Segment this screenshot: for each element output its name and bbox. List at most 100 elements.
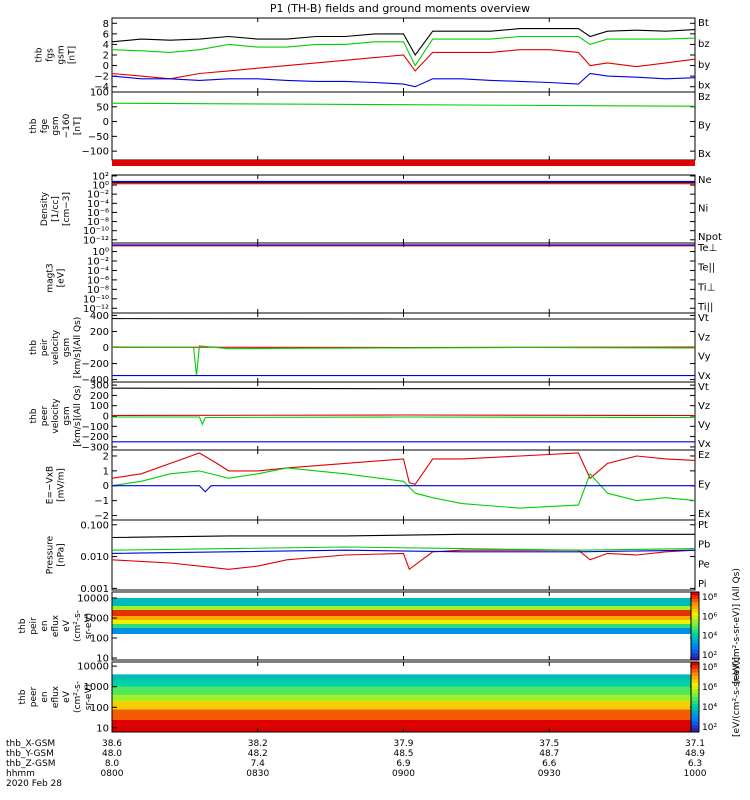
colorbar-frame <box>690 591 700 661</box>
legend-entry: Ex <box>698 509 710 520</box>
y-tick-label: −400 <box>82 375 109 386</box>
y-tick-label: 100 <box>90 401 109 412</box>
x-axis-row-label: 2020 Feb 28 <box>6 779 62 789</box>
y-tick-label: −50 <box>88 132 109 143</box>
colorbar-cell <box>691 598 699 603</box>
y-axis-title: thb peir velocity gsm [km/s](All Qs) <box>29 317 83 379</box>
y-axis-title-line: (cm²-s- <box>73 681 83 713</box>
colorbar-tick-label: 10² <box>702 723 717 733</box>
y-axis-title-line: −160 <box>62 113 72 138</box>
y-axis-title-line: sr-eV) <box>84 684 94 710</box>
y-tick-label: 10² <box>92 171 109 182</box>
colorbar-cell <box>691 632 699 637</box>
colorbar-cell <box>691 721 699 726</box>
colorbar: 10⁸ 10⁶ 10⁴ 10² [eV/(cm²-s-sr-eV)] <box>690 657 742 737</box>
colorbar-cell <box>691 662 699 666</box>
colorbar-cell <box>691 649 699 654</box>
y-tick-label: 1 <box>103 466 109 477</box>
y-axis-title-line: peer <box>40 405 50 426</box>
y-tick-label: 4 <box>103 40 109 51</box>
colorbar-cell <box>691 725 699 729</box>
series-vz-line <box>111 414 696 417</box>
colorbar-cell <box>691 626 699 630</box>
y-tick-label: 2 <box>103 451 109 462</box>
x-axis-tick-value: 37.5 <box>539 739 559 749</box>
x-axis-tick-value: 0900 <box>392 769 415 779</box>
colorbar-tick-label: 10⁶ <box>702 683 717 693</box>
y-tick-label: 10⁻² <box>87 256 109 267</box>
y-tick-label: 100 <box>90 634 109 645</box>
x-axis-tick-value: 48.9 <box>685 749 705 759</box>
legend-entry: Te|| <box>697 263 715 274</box>
y-tick-label: −1 <box>94 496 109 507</box>
y-tick-label: 0 <box>103 412 109 423</box>
legend-entry: Ez <box>698 450 710 461</box>
colorbar-tick-label: 10⁶ <box>702 612 717 622</box>
y-axis-title: thb peir en eflux eV (cm²-s-sr-eV) <box>18 610 94 642</box>
y-tick-label: 8 <box>103 19 109 30</box>
y-axis-title-line: eV <box>62 619 72 632</box>
y-tick-label: 6 <box>103 29 109 40</box>
y-tick-label: 300 <box>90 381 109 392</box>
y-tick-label: 10 <box>96 654 109 665</box>
colorbar-cell <box>691 728 699 733</box>
y-tick-label: −200 <box>82 359 109 370</box>
y-tick-label: −300 <box>82 442 109 453</box>
y-tick-label: −2 <box>94 511 109 522</box>
legend-entry: bx <box>698 81 710 92</box>
colorbar-cell <box>691 676 699 680</box>
y-axis-title-line: gsm <box>51 116 61 135</box>
spectrogram-band-2 <box>112 620 695 624</box>
x-axis-tick-value: 0930 <box>538 769 561 779</box>
y-tick-label: 10000 <box>77 662 109 673</box>
y-tick-label: 10⁻² <box>87 190 109 201</box>
y-axis-title-line: thb <box>35 47 45 62</box>
y-axis-title-line: [nT] <box>68 46 78 64</box>
colorbar-cell <box>691 602 699 607</box>
series-bx-line <box>111 72 696 88</box>
legend-entry: Pt <box>698 520 708 531</box>
y-tick-label: 200 <box>90 327 109 338</box>
series-ez-line <box>111 452 696 485</box>
y-axis-title-line: peir <box>40 338 50 356</box>
x-axis-tick-value: 0800 <box>101 769 124 779</box>
y-tick-label: 100 <box>90 703 109 714</box>
colorbar-cell <box>691 629 699 634</box>
x-axis-tick-value: 37.1 <box>685 739 705 749</box>
series-by-line <box>111 102 696 107</box>
colorbar-cell <box>691 643 699 647</box>
legend-entry: Vx <box>698 439 711 450</box>
legend-entry: bz <box>698 39 710 50</box>
colorbar-cell <box>691 665 699 670</box>
legend-entry: By <box>698 121 711 132</box>
colorbar-tick-label: 10⁴ <box>702 632 717 642</box>
series-pb-line <box>111 549 696 571</box>
y-axis-title-line: gsm <box>62 338 72 357</box>
y-tick-label: 10 <box>96 723 109 734</box>
y-tick-label: 10⁻⁴ <box>87 266 109 277</box>
y-axis-title-line: en <box>40 620 50 631</box>
series-ex-line <box>112 485 695 493</box>
series-bz-line <box>111 49 696 80</box>
spectrogram-band-2 <box>112 701 695 710</box>
y-axis-title-line: fgs <box>46 48 56 62</box>
spectrogram-band-4 <box>112 624 695 628</box>
y-tick-label: 0 <box>103 481 109 492</box>
colorbar-frame <box>690 661 700 733</box>
y-tick-label: −2 <box>94 72 109 83</box>
series-pi-line <box>111 549 696 554</box>
series-by-line <box>111 35 696 67</box>
colorbar-cell <box>691 595 699 600</box>
colorbar-cell <box>691 622 699 627</box>
panel-frame <box>111 174 696 244</box>
y-tick-label: −200 <box>82 432 109 443</box>
y-axis-title-line: sr-eV) <box>84 613 94 639</box>
legend-entry: Pe <box>698 559 710 570</box>
colorbar-cell <box>691 636 699 641</box>
x-axis-tick-value: 6.3 <box>688 759 702 769</box>
y-axis-title-line: [mV/m] <box>57 468 67 502</box>
legend-entry: Ti⊥ <box>697 282 715 293</box>
panel-frame <box>111 91 696 161</box>
